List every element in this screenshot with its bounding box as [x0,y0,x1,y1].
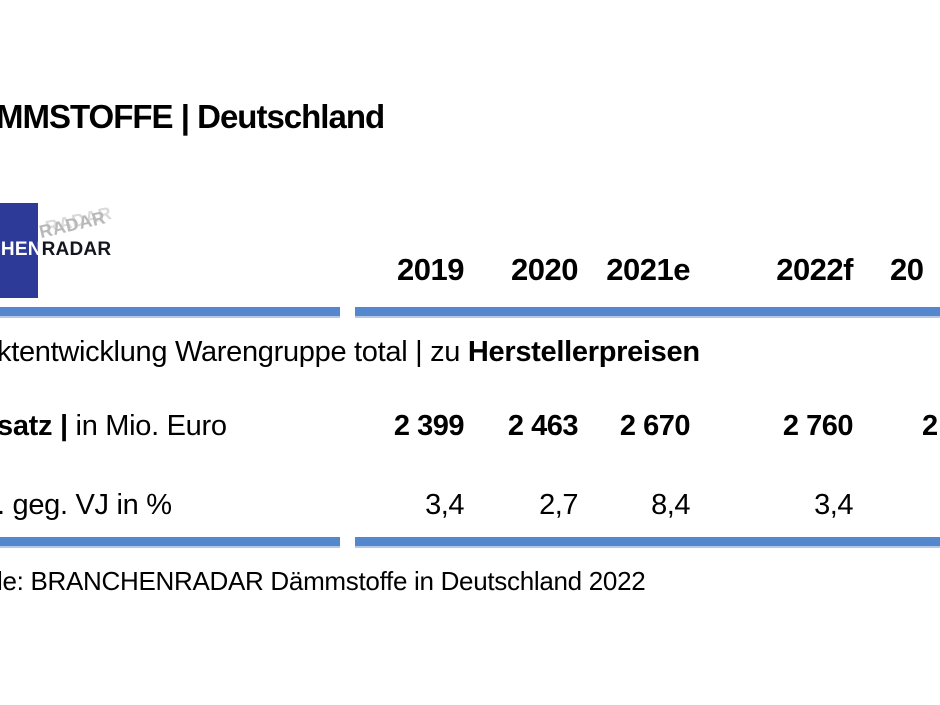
row-revenue-label: satz | in Mio. Euro [0,410,227,443]
section-label: ktentwicklung Warengruppe total | zu Her… [0,336,700,369]
divider-top-right [355,307,940,318]
revenue-value-clipped: 2 [922,410,939,442]
revenue-value-2021e: 2 670 [619,410,691,442]
row-change-label: . geg. VJ in % [0,489,172,521]
col-header-clipped: 20 [890,252,924,287]
col-header-2021e: 2021e [606,252,690,287]
change-value-2019: 3,4 [425,489,464,521]
source-note: le: BRANCHENRADAR Dämmstoffe in Deutschl… [0,566,646,596]
revenue-label-bold: satz | [0,410,68,442]
logo-echo-text: RADAR [37,207,108,243]
section-label-bold: Herstellerpreisen [467,336,700,368]
col-header-2019: 2019 [397,252,464,287]
change-value-2021e: 8,4 [651,489,690,521]
change-value-2022f: 3,4 [814,489,853,521]
page-title: MMSTOFFE | Deutschland [0,98,385,135]
logo-square [0,203,38,298]
brand-logo: CHENRADAR [0,239,111,261]
logo-text-left: CHEN [0,239,42,260]
divider-bottom-right [355,537,940,548]
revenue-value-2019: 2 399 [393,410,465,442]
logo-text-right: RADAR [41,239,112,260]
col-header-2022f: 2022f [776,252,853,287]
divider-top-left [0,307,340,318]
change-value-2020: 2,7 [539,489,578,521]
divider-bottom-left [0,537,340,548]
col-header-2020: 2020 [511,252,578,287]
section-label-regular: ktentwicklung Warengruppe total | zu [0,336,468,368]
revenue-value-2020: 2 463 [507,410,579,442]
revenue-label-regular: in Mio. Euro [67,410,227,442]
revenue-value-2022f: 2 760 [782,410,854,442]
